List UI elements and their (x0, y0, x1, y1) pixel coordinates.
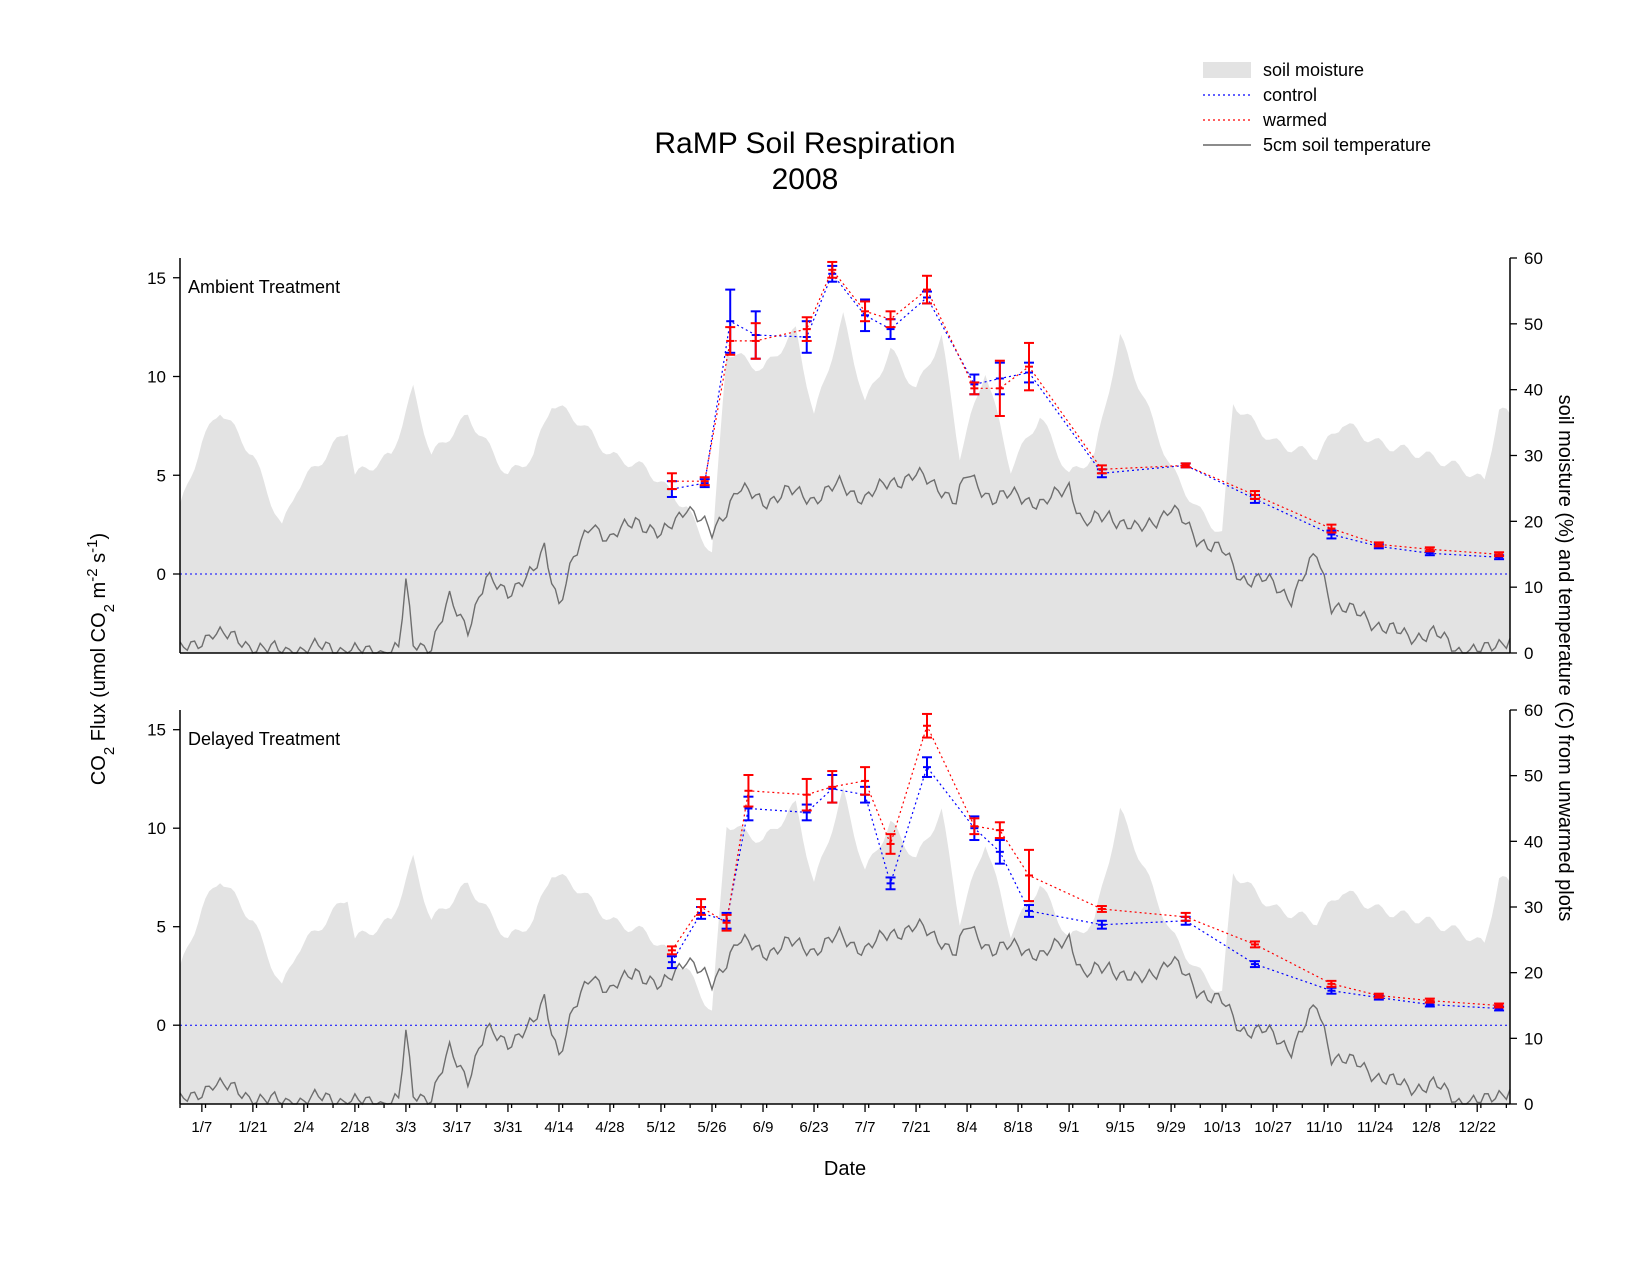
y-tick-label-right: 40 (1524, 381, 1543, 400)
x-tick-label: 10/27 (1254, 1119, 1292, 1136)
x-tick-label: 10/13 (1203, 1119, 1241, 1136)
y-tick-label-right: 30 (1524, 447, 1543, 466)
y-tick-label-right: 30 (1524, 898, 1543, 917)
x-tick-label: 8/4 (957, 1119, 978, 1136)
x-tick-label: 12/22 (1458, 1119, 1496, 1136)
soil-moisture-area (180, 312, 1510, 653)
x-axis-label: Date (824, 1158, 866, 1180)
y-tick-label-left: 15 (147, 721, 166, 740)
y-tick-label-left: 0 (157, 565, 166, 584)
y-tick-label-right: 50 (1524, 767, 1543, 786)
x-tick-label: 3/17 (442, 1119, 471, 1136)
y-tick-label-right: 20 (1524, 512, 1543, 531)
y-tick-label-right: 60 (1524, 701, 1543, 720)
soil-temperature-line (179, 466, 1511, 655)
y-axis-label-right: soil moisture (%) and temperature (C) fr… (1554, 395, 1576, 922)
x-tick-label: 1/21 (238, 1119, 267, 1136)
y-tick-label-right: 60 (1524, 249, 1543, 268)
y-tick-label-left: 5 (157, 918, 166, 937)
y-tick-label-right: 50 (1524, 315, 1543, 334)
y-tick-label-right: 0 (1524, 1095, 1533, 1114)
y-axis-label-left: CO2 Flux (umol CO2 m-2 s-1) (84, 533, 118, 785)
legend-label: soil moisture (1263, 60, 1364, 80)
panel-0: 0 5 10 15 0 10 20 30 40 50 60 Ambient Treatment (147, 249, 1543, 663)
x-tick-label: 3/3 (395, 1119, 416, 1136)
x-tick-label: 2/4 (293, 1119, 314, 1136)
x-tick-label: 12/8 (1412, 1119, 1441, 1136)
x-tick-label: 9/15 (1106, 1119, 1135, 1136)
x-tick-label: 5/12 (646, 1119, 675, 1136)
legend-label: control (1263, 85, 1317, 105)
x-tick-label: 3/31 (493, 1119, 522, 1136)
x-tick-label: 11/10 (1306, 1119, 1342, 1136)
panel-label: Delayed Treatment (188, 729, 340, 749)
chart-title: RaMP Soil Respiration (654, 127, 955, 160)
panel-label: Ambient Treatment (188, 277, 340, 297)
x-tick-label: 1/7 (191, 1119, 212, 1136)
panel-1: 0 5 10 15 0 10 20 30 40 50 60 Delayed Treatment (147, 701, 1543, 1114)
legend-label: warmed (1262, 110, 1327, 130)
x-tick-label: 4/14 (544, 1119, 573, 1136)
y-tick-label-right: 10 (1524, 1029, 1543, 1048)
y-tick-label-left: 15 (147, 269, 166, 288)
x-tick-label: 7/21 (901, 1119, 930, 1136)
x-tick-label: 9/1 (1059, 1119, 1080, 1136)
chart-subtitle: 2008 (772, 163, 839, 196)
y-tick-label-left: 0 (157, 1016, 166, 1035)
y-tick-label-right: 10 (1524, 578, 1543, 597)
y-tick-label-left: 10 (147, 819, 166, 838)
legend-label: 5cm soil temperature (1263, 135, 1431, 155)
y-tick-label-right: 0 (1524, 644, 1533, 663)
legend: soil moisture control warmed 5cm soil tempe… (1203, 60, 1431, 155)
soil-moisture-area (180, 787, 1510, 1104)
y-tick-label-left: 10 (147, 368, 166, 387)
x-tick-label: 7/7 (855, 1119, 876, 1136)
y-tick-label-right: 20 (1524, 964, 1543, 983)
x-tick-label: 4/28 (595, 1119, 624, 1136)
y-tick-label-right: 40 (1524, 832, 1543, 851)
y-tick-label-left: 5 (157, 466, 166, 485)
x-tick-label: 2/18 (340, 1119, 369, 1136)
x-tick-label: 9/29 (1157, 1119, 1186, 1136)
x-tick-label: 11/24 (1357, 1119, 1393, 1136)
x-tick-label: 8/18 (1003, 1119, 1032, 1136)
soil-temperature-line (179, 917, 1511, 1106)
x-tick-label: 6/23 (799, 1119, 828, 1136)
legend-swatch-moisture (1203, 62, 1251, 78)
x-tick-label: 5/26 (697, 1119, 726, 1136)
x-tick-label: 6/9 (753, 1119, 774, 1136)
panels-group: 0 5 10 15 0 10 20 30 40 50 60 Ambient Treatment 0 5 10… (147, 249, 1543, 1136)
